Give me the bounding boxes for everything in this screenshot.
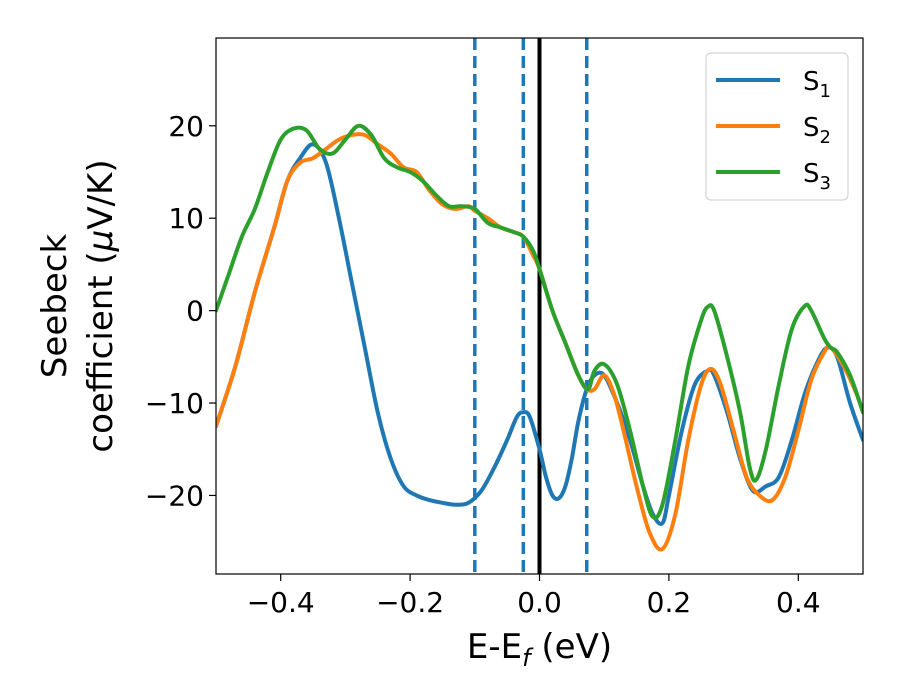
legend-items: S1 S2 S3: [716, 67, 831, 194]
y-tick-label: −10: [145, 387, 204, 420]
x-tick-label: 0.4: [776, 586, 821, 619]
y-tick-label: −20: [145, 479, 204, 512]
reference-lines: [473, 38, 589, 574]
y-tick-label: 20: [168, 110, 204, 143]
legend: S1 S2 S3: [705, 52, 849, 201]
x-axis-label: E-Ef (eV): [467, 627, 612, 672]
series-lines: [216, 123, 863, 552]
x-tick-label: 0.0: [517, 586, 562, 619]
legend-label-s3: S3: [803, 159, 831, 194]
y-axis-label: Seebeck coefficient (μV/K): [35, 159, 121, 452]
y-axis-label-line2: coefficient (μV/K): [81, 159, 121, 452]
legend-label-s2: S2: [803, 113, 831, 148]
series-line-s3: [216, 123, 863, 520]
axis-ticks: −0.4 −0.2 0.0 0.2 0.4 −20 −10 0 10 20: [145, 110, 821, 619]
y-axis-label-line1: Seebeck: [35, 234, 75, 379]
x-tick-label: −0.4: [247, 586, 315, 619]
x-tick-label: 0.2: [647, 586, 692, 619]
y-tick-label: 10: [168, 202, 204, 235]
legend-label-s1: S1: [803, 67, 831, 102]
x-tick-label: −0.2: [376, 586, 444, 619]
y-tick-label: 0: [186, 295, 204, 328]
